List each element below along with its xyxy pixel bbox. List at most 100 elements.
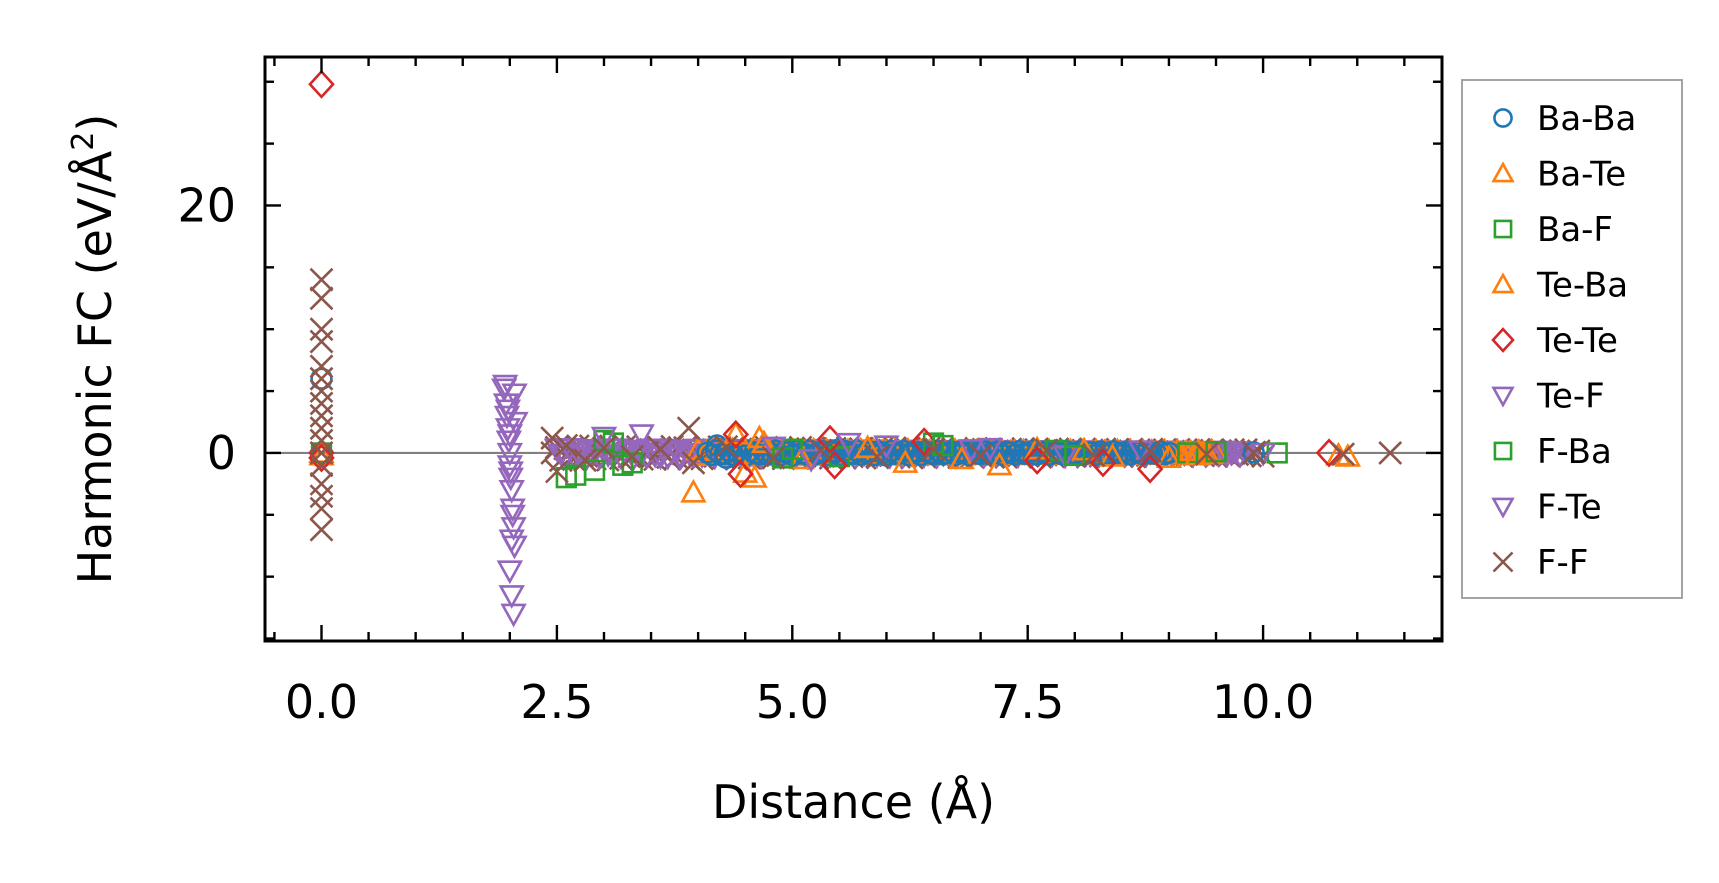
data-point [865, 444, 889, 469]
data-point [968, 443, 993, 468]
legend-label: Te-F [1536, 377, 1605, 417]
data-point [497, 461, 524, 486]
data-point [1064, 444, 1086, 467]
data-point [308, 69, 335, 99]
data-point [309, 366, 334, 391]
data-point [714, 434, 739, 459]
data-point [854, 434, 881, 459]
data-point [948, 445, 975, 470]
data-point [309, 496, 334, 521]
data-point [309, 471, 334, 496]
x-tick-label: 2.5 [520, 675, 593, 729]
y-tick-label: 0 [207, 426, 236, 480]
data-point [499, 498, 526, 523]
data-point [500, 603, 527, 628]
legend-label: Te-Te [1536, 321, 1618, 361]
data-point [309, 403, 334, 428]
x-axis-label: Distance (Å) [712, 775, 995, 829]
x-tick-label: 0.0 [285, 675, 358, 729]
data-point [1378, 441, 1403, 465]
band-point [1033, 440, 1057, 464]
data-point [573, 448, 598, 473]
data-point [910, 427, 938, 457]
legend-marker [1491, 161, 1515, 183]
y-tick-label: 20 [177, 178, 236, 232]
data-point [892, 449, 919, 473]
data-point [676, 416, 701, 441]
data-point [309, 517, 334, 542]
x-tick-label: 7.5 [991, 675, 1064, 729]
data-point [309, 329, 334, 354]
legend: Ba-Ba Ba-Te Ba-F Te-Ba Te-Te Te-F F-Ba F-Te F-F [1461, 79, 1683, 599]
data-point [620, 444, 645, 469]
data-point [309, 354, 334, 379]
plot-frame [263, 55, 1444, 643]
plot-area [308, 69, 1403, 628]
data-point [499, 504, 526, 529]
band-point [986, 440, 1010, 463]
data-point [494, 399, 522, 424]
data-point [309, 391, 334, 416]
data-point [873, 435, 900, 460]
legend-label: F-Te [1537, 488, 1602, 528]
band-point [1003, 443, 1027, 466]
band-point [909, 443, 933, 467]
data-point [761, 445, 786, 470]
data-point [493, 405, 521, 430]
data-point [1242, 441, 1265, 464]
legend-label: Ba-F [1537, 210, 1613, 250]
band-point [862, 443, 886, 467]
series-f-ba [565, 429, 1227, 486]
data-point [496, 560, 524, 585]
legend-marker [1491, 386, 1515, 408]
data-point [497, 467, 524, 492]
x-tick-label: 5.0 [756, 675, 829, 729]
data-point [501, 383, 528, 408]
data-point [495, 430, 523, 455]
data-point [727, 459, 754, 489]
data-point [498, 585, 525, 609]
data-point [621, 452, 643, 474]
legend-marker [1492, 551, 1514, 573]
legend-box [1461, 79, 1683, 599]
data-point [310, 367, 333, 390]
data-point [1205, 441, 1227, 463]
x-tick-label: 10.0 [1212, 675, 1314, 729]
data-point [502, 411, 529, 436]
data-point [496, 455, 524, 479]
data-point [500, 517, 527, 541]
data-point [1136, 454, 1164, 484]
data-point [498, 479, 525, 504]
data-point [628, 424, 655, 449]
legend-label: Ba-Te [1537, 155, 1626, 195]
legend-marker [1493, 108, 1513, 128]
data-point [309, 317, 334, 342]
legend-marker [1493, 441, 1513, 461]
data-point [592, 436, 616, 460]
data-point [1155, 444, 1183, 468]
data-point [490, 378, 518, 403]
series-te-te [308, 69, 1343, 489]
data-point [680, 478, 707, 503]
data-point [309, 484, 334, 509]
band-point [824, 441, 847, 464]
data-point [1138, 439, 1163, 463]
data-point [932, 434, 954, 457]
series-te-f [491, 374, 1239, 628]
data-point [308, 443, 335, 473]
data-point [1023, 445, 1051, 475]
legend-marker [1491, 272, 1515, 294]
band-point [565, 443, 592, 467]
data-point [544, 459, 569, 484]
legend-label: Ba-Ba [1537, 99, 1636, 139]
data-point [540, 426, 565, 451]
series-f-f [309, 267, 1403, 542]
data-point [309, 416, 334, 441]
data-point [722, 420, 750, 445]
data-point [648, 437, 673, 462]
data-point [501, 535, 528, 560]
legend-label: F-F [1537, 543, 1588, 583]
data-point [309, 428, 334, 453]
data-point [1331, 442, 1356, 467]
